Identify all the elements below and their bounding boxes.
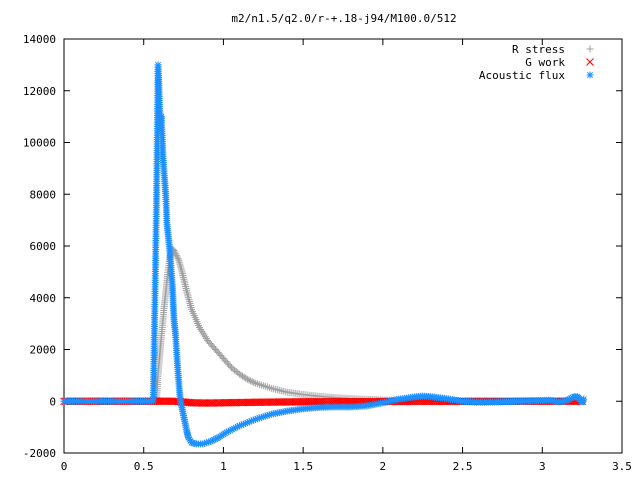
data-point	[171, 248, 179, 256]
x-tick-label: 3	[539, 460, 546, 473]
data-point	[172, 251, 180, 259]
y-tick-label: -2000	[23, 447, 56, 460]
legend-label: R stress	[512, 43, 565, 56]
y-tick-label: 14000	[23, 33, 56, 46]
legend-label: Acoustic flux	[479, 69, 565, 82]
x-tick-label: 1.5	[293, 460, 313, 473]
x-tick-label: 0	[61, 460, 68, 473]
y-tick-label: 0	[49, 395, 56, 408]
x-tick-label: 1	[220, 460, 227, 473]
axis-ticks: 0 0.5 1 1.5 2 2.5 3 3.5 -2000 0 2000 4000 6000 8000 10…	[23, 33, 632, 473]
y-tick-label: 2000	[30, 344, 57, 357]
y-tick-label: 12000	[23, 85, 56, 98]
x-tick-label: 2	[380, 460, 387, 473]
legend-marker	[586, 58, 594, 66]
legend-marker	[586, 45, 594, 53]
legend-marker	[586, 71, 594, 79]
data-point	[243, 375, 251, 383]
data-point	[172, 250, 180, 258]
x-tick-label: 2.5	[453, 460, 473, 473]
data-point	[174, 255, 182, 263]
x-tick-label: 0.5	[134, 460, 154, 473]
legend-label: G work	[525, 56, 565, 69]
data-point	[245, 376, 253, 384]
data-point	[247, 377, 255, 385]
y-tick-label: 10000	[23, 137, 56, 150]
x-tick-label: 3.5	[612, 460, 632, 473]
data-point	[173, 253, 181, 261]
series-acoustic-flux	[60, 61, 588, 448]
data-point	[242, 374, 250, 382]
y-tick-label: 8000	[30, 188, 57, 201]
data-point	[580, 395, 588, 403]
data-point	[250, 378, 258, 386]
y-tick-label: 4000	[30, 292, 57, 305]
series-layer	[60, 61, 588, 448]
y-tick-label: 6000	[30, 240, 57, 253]
chart-title: m2/n1.5/q2.0/r-+.18-j94/M100.0/512	[231, 12, 456, 25]
data-point	[248, 378, 256, 386]
